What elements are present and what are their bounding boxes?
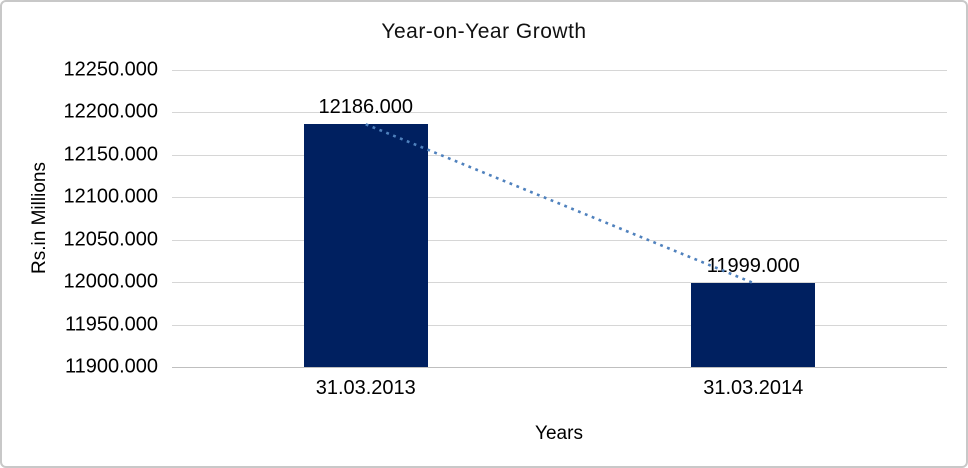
y-tick-label: 12250.000 [63,58,158,81]
gridline [172,282,947,284]
gridline [172,70,947,71]
bar-31.03.2014 [691,283,816,367]
chart-title: Year-on-Year Growth [381,20,587,43]
x-tick-label: 31.03.2014 [703,377,804,399]
y-tick-label: 12150.000 [63,143,158,166]
plot-area: 12186.000 11999.000 [172,70,947,368]
y-tick-label: 12000.000 [63,270,158,293]
y-tick-label: 11900.000 [64,355,158,378]
y-tick-label: 12100.000 [63,185,158,208]
gridline [172,112,947,114]
y-tick-label: 12200.000 [63,100,158,123]
y-tick-label: 11950.000 [64,313,158,336]
gridline [172,324,947,326]
bar-31.03.2013 [303,124,428,367]
gridline [172,239,947,241]
gridline [172,197,947,199]
x-axis-line [172,367,947,368]
x-axis-title: Years [535,423,583,444]
trendline [365,123,754,285]
gridline [172,154,947,156]
y-tick-label: 12050.000 [63,228,158,251]
y-axis-title: Rs.in Millions [29,162,50,274]
data-label: 11999.000 [706,254,800,277]
data-label: 12186.000 [318,96,414,119]
x-tick-label: 31.03.2013 [315,377,416,399]
